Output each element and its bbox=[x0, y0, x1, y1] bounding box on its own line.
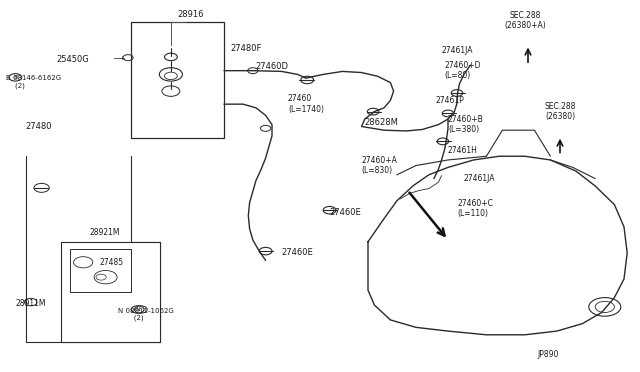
Text: 27480F: 27480F bbox=[230, 44, 262, 53]
Text: 27461P: 27461P bbox=[435, 96, 464, 105]
Text: 27460E: 27460E bbox=[330, 208, 362, 217]
Text: 28911M: 28911M bbox=[16, 299, 47, 308]
Text: 27461H: 27461H bbox=[448, 146, 478, 155]
Bar bbox=[61, 242, 160, 342]
Text: 27485: 27485 bbox=[99, 258, 124, 267]
Text: SEC.288
(26380+A): SEC.288 (26380+A) bbox=[504, 11, 546, 30]
Text: 27460D: 27460D bbox=[255, 62, 288, 71]
Text: B 08146-6162G
    (2): B 08146-6162G (2) bbox=[6, 75, 61, 89]
Text: 27461JA: 27461JA bbox=[442, 46, 473, 55]
Text: 27460+A
(L=830): 27460+A (L=830) bbox=[362, 156, 397, 175]
Text: 27460+D
(L=80): 27460+D (L=80) bbox=[445, 61, 481, 80]
Text: SEC.288
(26380): SEC.288 (26380) bbox=[544, 102, 576, 121]
Text: 28921M: 28921M bbox=[90, 228, 120, 237]
Text: N: N bbox=[135, 307, 140, 312]
Text: 28916: 28916 bbox=[177, 10, 204, 19]
Text: JP890: JP890 bbox=[538, 350, 559, 359]
Text: 27460
(L=1740): 27460 (L=1740) bbox=[288, 94, 324, 114]
Bar bbox=[70, 249, 131, 292]
Text: B: B bbox=[13, 75, 17, 80]
Text: 27480: 27480 bbox=[26, 122, 52, 131]
Text: 28628M: 28628M bbox=[365, 118, 399, 127]
Text: 27460E: 27460E bbox=[282, 248, 314, 257]
Text: 27460+C
(L=110): 27460+C (L=110) bbox=[458, 199, 493, 218]
Text: 27460+B
(L=380): 27460+B (L=380) bbox=[448, 115, 484, 134]
Text: 25450G: 25450G bbox=[57, 55, 90, 64]
Text: 27461JA: 27461JA bbox=[464, 174, 495, 183]
Bar bbox=[131, 22, 224, 138]
Text: N 08911-1062G
       (2): N 08911-1062G (2) bbox=[118, 308, 174, 321]
